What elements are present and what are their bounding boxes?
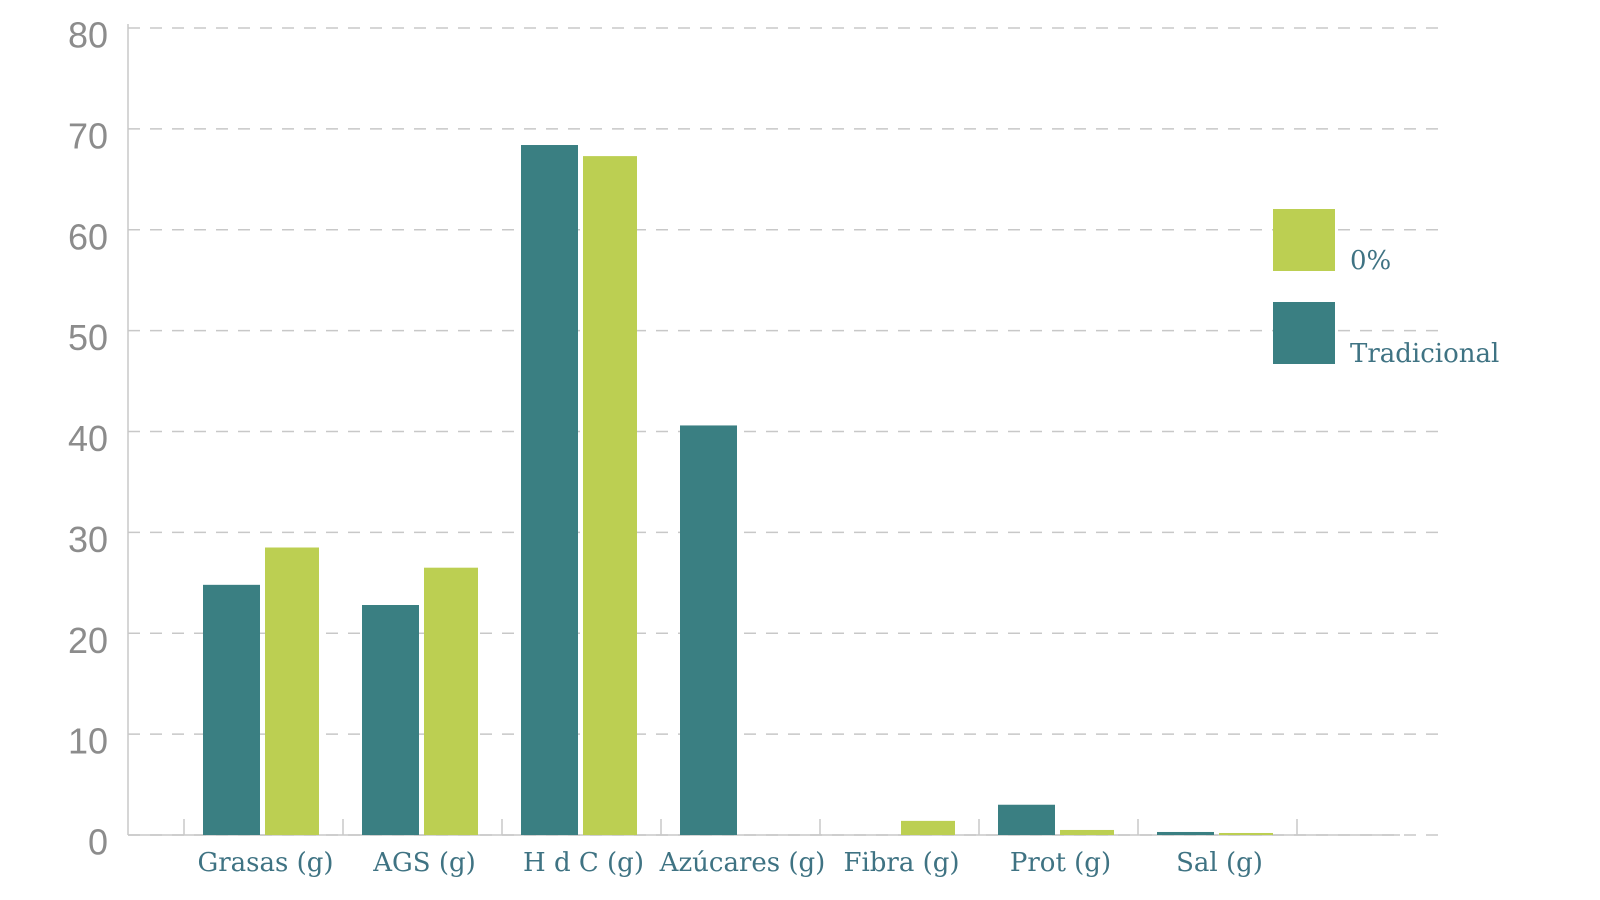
x-tick-label: Azúcares (g) (659, 848, 826, 878)
legend-swatch (1273, 302, 1335, 364)
legend-swatch (1273, 209, 1335, 271)
bar (1219, 832, 1273, 835)
bar (265, 547, 319, 835)
y-tick-label: 40 (68, 418, 108, 459)
bar (680, 425, 737, 835)
x-tick-label: Sal (g) (1176, 848, 1263, 878)
x-tick-label: H d C (g) (523, 848, 644, 878)
bar (583, 156, 637, 835)
y-tick-label: 50 (68, 317, 108, 358)
bar (998, 804, 1055, 835)
bar (901, 820, 955, 835)
x-tick-label: Prot (g) (1010, 848, 1111, 878)
bar (203, 584, 260, 835)
x-tick-label: Grasas (g) (197, 848, 333, 878)
y-tick-label: 0 (88, 822, 108, 863)
y-tick-label: 30 (68, 519, 108, 560)
y-tick-label: 70 (68, 115, 108, 156)
y-tick-label: 20 (68, 620, 108, 661)
bar (521, 145, 578, 835)
bar (362, 605, 419, 835)
x-tick-label: Fibra (g) (843, 848, 959, 878)
bar (424, 567, 478, 835)
x-tick-label: AGS (g) (372, 848, 476, 878)
y-tick-label: 80 (68, 15, 108, 56)
bar (1157, 831, 1214, 835)
y-tick-label: 60 (68, 216, 108, 257)
legend-label: Tradicional (1350, 339, 1499, 369)
y-tick-label: 10 (68, 721, 108, 762)
bar (1060, 829, 1114, 835)
legend-label: 0% (1350, 246, 1391, 276)
